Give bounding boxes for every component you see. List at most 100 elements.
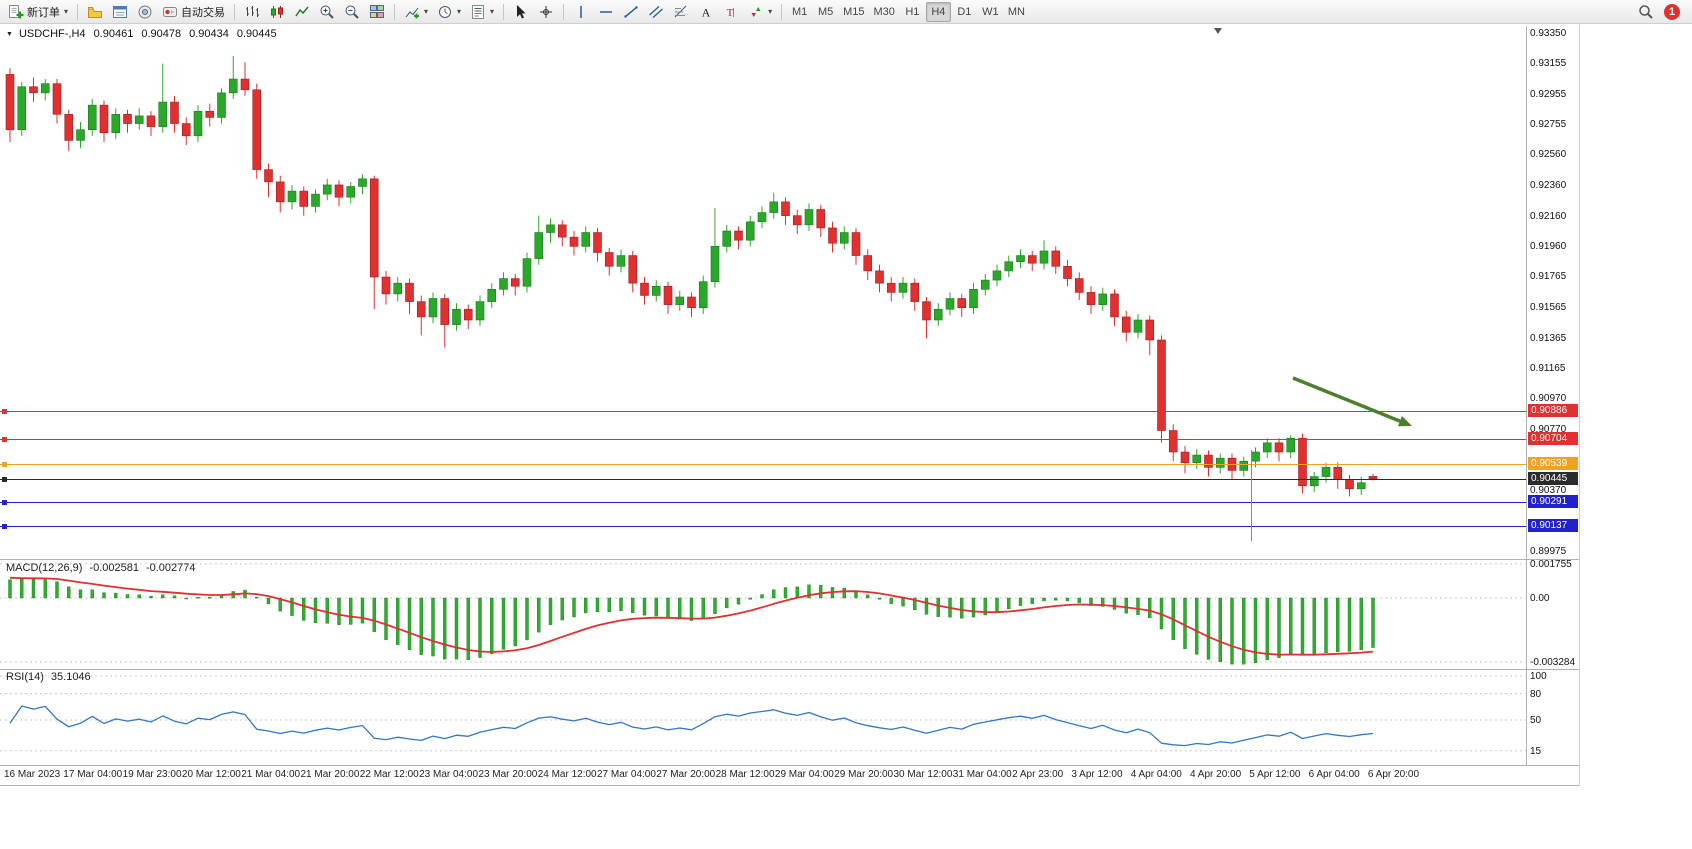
new-chart-button[interactable] bbox=[83, 2, 107, 22]
chevron-down-icon: ▾ bbox=[457, 7, 462, 16]
templates-button[interactable]: ▾ bbox=[466, 2, 498, 22]
macd-label: MACD(12,26,9) -0.002581 -0.002774 bbox=[6, 562, 196, 574]
svg-text:T: T bbox=[727, 7, 734, 19]
chevron-down-icon: ▾ bbox=[490, 7, 495, 16]
macd-pane[interactable] bbox=[0, 560, 1526, 669]
market-watch-button[interactable] bbox=[108, 2, 132, 22]
notifications-badge[interactable]: 1 bbox=[1664, 3, 1680, 20]
new-order-icon bbox=[8, 4, 24, 20]
time-tick-label: 23 Mar 04:00 bbox=[419, 769, 479, 780]
channel-button[interactable] bbox=[644, 2, 668, 22]
price-tick-label: 0.91765 bbox=[1530, 271, 1567, 283]
arrows-button[interactable]: ▾ bbox=[744, 2, 776, 22]
price-tick-label: 0.90970 bbox=[1530, 393, 1567, 405]
bar-chart-button[interactable] bbox=[240, 2, 264, 22]
timeframe-m15[interactable]: M15 bbox=[839, 2, 868, 22]
line-chart-icon bbox=[294, 4, 310, 20]
toolbar-separator bbox=[234, 3, 236, 20]
chart-title: ▼ USDCHF-,H4 0.90461 0.90478 0.90434 0.9… bbox=[6, 28, 277, 40]
time-tick-label: 6 Apr 04:00 bbox=[1308, 769, 1360, 780]
price-tick-label: 0.91365 bbox=[1530, 332, 1567, 344]
timeframe-h1[interactable]: H1 bbox=[900, 2, 925, 22]
macd-value-main: -0.002581 bbox=[89, 562, 139, 574]
text-button[interactable]: A bbox=[694, 2, 718, 22]
text-label-button[interactable]: T bbox=[719, 2, 743, 22]
timeframe-d1[interactable]: D1 bbox=[952, 2, 977, 22]
time-tick-label: 16 Mar 2023 bbox=[4, 769, 61, 780]
autotrading-label: 自动交易 bbox=[181, 6, 226, 19]
price-line-label: 0.90137 bbox=[1528, 519, 1578, 533]
search-icon bbox=[1638, 4, 1654, 20]
chevron-down-icon: ▾ bbox=[64, 7, 69, 16]
ohlc-open: 0.90461 bbox=[93, 28, 134, 40]
price-tick-label: 0.89975 bbox=[1530, 545, 1567, 557]
time-tick-label: 3 Apr 12:00 bbox=[1071, 769, 1123, 780]
search-button[interactable] bbox=[1634, 2, 1658, 22]
timeframe-m1[interactable]: M1 bbox=[787, 2, 812, 22]
time-tick-label: 6 Apr 20:00 bbox=[1367, 769, 1420, 780]
macd-tick-label: -0.003284 bbox=[1530, 656, 1576, 668]
ohlc-low: 0.90434 bbox=[189, 28, 229, 40]
timeframe-mn[interactable]: MN bbox=[1004, 2, 1029, 22]
tile-windows-icon bbox=[369, 4, 385, 20]
new-order-label: 新订单 bbox=[27, 6, 60, 19]
trendline-icon bbox=[623, 4, 639, 20]
time-tick-label: 29 Mar 04:00 bbox=[774, 769, 834, 780]
rsi-tick-label: 50 bbox=[1530, 715, 1542, 726]
macd-tick-label: 0.001755 bbox=[1530, 558, 1572, 570]
cursor-button[interactable] bbox=[509, 2, 533, 22]
time-tick-label: 31 Mar 04:00 bbox=[952, 769, 1012, 780]
folder-chart-icon bbox=[87, 4, 103, 20]
time-tick-label: 17 Mar 04:00 bbox=[63, 769, 123, 780]
timeframe-m30[interactable]: M30 bbox=[869, 2, 898, 22]
toolbar-right-group: 1 bbox=[1634, 2, 1688, 22]
tile-windows-button[interactable] bbox=[365, 2, 389, 22]
timeframe-w1[interactable]: W1 bbox=[978, 2, 1003, 22]
candlestick-chart-button[interactable] bbox=[265, 2, 289, 22]
window-icon bbox=[112, 4, 128, 20]
time-tick-label: 20 Mar 12:00 bbox=[181, 769, 241, 780]
fibonacci-button[interactable] bbox=[669, 2, 693, 22]
price-tick-label: 0.91565 bbox=[1530, 301, 1567, 313]
line-chart-button[interactable] bbox=[290, 2, 314, 22]
price-tick-label: 0.91960 bbox=[1530, 241, 1567, 253]
toolbar-separator bbox=[394, 3, 396, 20]
rsi-tick-label: 100 bbox=[1530, 671, 1547, 682]
data-window-button[interactable] bbox=[133, 2, 157, 22]
price-tick-label: 0.92755 bbox=[1530, 119, 1567, 131]
horizontal-line-button[interactable] bbox=[594, 2, 618, 22]
rsi-pane[interactable] bbox=[0, 670, 1526, 765]
autotrading-button[interactable]: 自动交易 bbox=[158, 2, 229, 22]
text-label-icon: T bbox=[723, 4, 739, 20]
bar-chart-icon bbox=[244, 4, 260, 20]
trendline-button[interactable] bbox=[619, 2, 643, 22]
collapse-triangle-icon: ▼ bbox=[6, 30, 13, 38]
price-tick-label: 0.90370 bbox=[1530, 485, 1567, 497]
macd-name: MACD(12,26,9) bbox=[6, 562, 83, 574]
time-tick-label: 4 Apr 04:00 bbox=[1130, 769, 1182, 780]
indicators-button[interactable]: ▾ bbox=[400, 2, 432, 22]
new-order-button[interactable]: 新订单 ▾ bbox=[4, 2, 72, 22]
main-toolbar: 新订单 ▾ 自动交易 ▾ ▾ ▾ A T ▾ M1 M5 M bbox=[0, 0, 1692, 24]
vertical-line-button[interactable] bbox=[569, 2, 593, 22]
periods-button[interactable]: ▾ bbox=[433, 2, 465, 22]
price-line-label: 0.90886 bbox=[1528, 404, 1578, 418]
timeframe-h4[interactable]: H4 bbox=[925, 1, 951, 22]
ohlc-high: 0.90478 bbox=[141, 28, 182, 40]
crosshair-button[interactable] bbox=[534, 2, 558, 22]
time-tick-label: 23 Mar 20:00 bbox=[478, 769, 538, 780]
price-tick-label: 0.92360 bbox=[1530, 179, 1567, 191]
timeframe-m5[interactable]: M5 bbox=[813, 2, 838, 22]
time-tick-label: 28 Mar 12:00 bbox=[715, 769, 775, 780]
zoom-in-button[interactable] bbox=[315, 2, 339, 22]
timeframe-toolbar: M1 M5 M15 M30 H1 H4 D1 W1 MN bbox=[787, 1, 1029, 22]
main-chart-pane[interactable] bbox=[0, 26, 1526, 559]
ohlc-close: 0.90445 bbox=[236, 28, 277, 40]
rsi-label: RSI(14) 35.1046 bbox=[6, 671, 91, 683]
zoom-out-button[interactable] bbox=[340, 2, 364, 22]
clock-icon bbox=[437, 4, 453, 20]
price-tick-label: 0.91165 bbox=[1530, 363, 1566, 375]
crosshair-icon bbox=[538, 4, 554, 20]
horizontal-line-icon bbox=[598, 4, 614, 20]
